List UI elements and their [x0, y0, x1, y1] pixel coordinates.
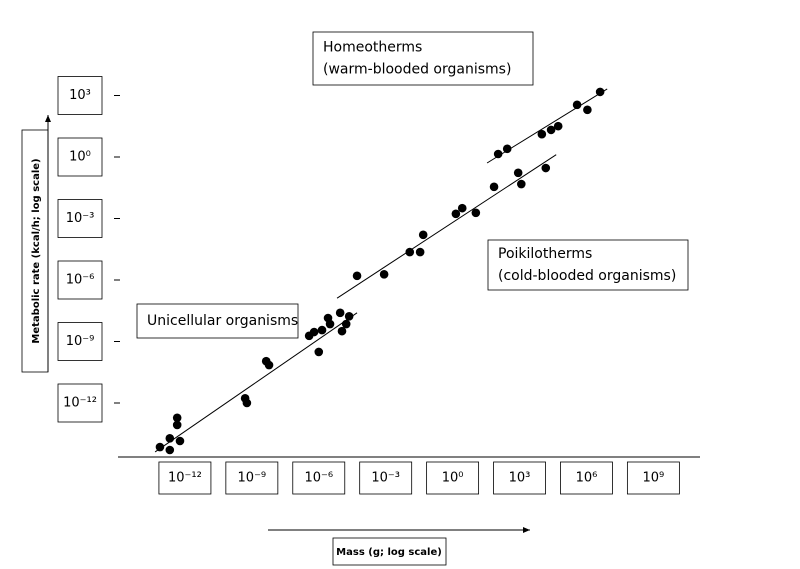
- x-tick-label: 10⁻⁶: [304, 471, 333, 486]
- data-point: [335, 308, 345, 318]
- y-axis-title: Metabolic rate (kcal/h; log scale): [31, 158, 42, 343]
- annotation-text: (warm-blooded organisms): [323, 62, 511, 78]
- data-point: [309, 327, 319, 337]
- annotation-text: Unicellular organisms: [147, 313, 298, 329]
- y-tick-box: [57, 137, 103, 177]
- y-tick-box: [57, 260, 103, 300]
- data-point: [314, 347, 324, 357]
- y-label-box: [21, 129, 49, 373]
- x-tick-box: [560, 461, 613, 495]
- data-point: [457, 203, 467, 213]
- data-point: [595, 87, 605, 97]
- data-point: [541, 163, 551, 173]
- data-point: [341, 319, 351, 329]
- data-point: [325, 319, 335, 329]
- data-point: [264, 360, 274, 370]
- x-tick-box: [292, 461, 346, 495]
- data-point: [415, 247, 425, 257]
- x-tick-box: [426, 461, 480, 495]
- data-point: [451, 209, 461, 219]
- data-point: [502, 144, 512, 154]
- annotation-text: Poikilotherms: [498, 246, 592, 262]
- x-axis-title: Mass (g; log scale): [336, 547, 442, 558]
- y-tick-label: 10⁻⁹: [66, 334, 95, 349]
- data-point: [418, 230, 428, 240]
- y-tick-box: [57, 383, 103, 423]
- x-tick-label: 10⁰: [442, 471, 464, 486]
- data-point: [513, 168, 523, 178]
- data-point: [553, 121, 563, 131]
- data-point: [317, 325, 327, 335]
- annotation-text: Homeotherms: [323, 40, 422, 56]
- x-label-box: [332, 537, 447, 566]
- data-point: [405, 247, 415, 257]
- annotation-box: [136, 303, 299, 339]
- y-tick-label: 10⁻⁶: [66, 273, 95, 288]
- data-point: [546, 125, 556, 135]
- data-point: [175, 436, 185, 446]
- x-tick-box: [493, 461, 546, 495]
- data-point: [537, 129, 547, 139]
- data-point: [517, 179, 526, 189]
- data-point: [165, 445, 175, 455]
- trend-line: [154, 312, 358, 453]
- data-point: [172, 420, 182, 430]
- x-tick-box: [225, 461, 279, 495]
- x-tick-box: [359, 461, 413, 495]
- data-point: [165, 433, 175, 443]
- x-tick-label: 10⁹: [643, 471, 665, 486]
- data-point: [155, 442, 165, 452]
- y-tick-box: [57, 76, 103, 115]
- data-point: [471, 208, 481, 218]
- x-tick-label: 10⁶: [576, 471, 598, 486]
- data-point: [583, 105, 592, 115]
- data-point: [489, 182, 499, 192]
- data-point: [379, 269, 389, 279]
- x-tick-label: 10⁻¹²: [168, 471, 202, 486]
- y-tick-label: 10⁰: [69, 150, 91, 165]
- trend-line: [336, 154, 557, 299]
- x-tick-box: [626, 461, 680, 495]
- x-tick-label: 10³: [509, 471, 531, 486]
- y-tick-label: 10⁻³: [66, 211, 95, 226]
- data-point: [172, 413, 182, 423]
- y-tick-box: [57, 322, 103, 361]
- annotation-text: (cold-blooded organisms): [498, 268, 676, 284]
- annotation-box: [312, 31, 534, 86]
- data-point: [337, 326, 347, 336]
- x-tick-label: 10⁻³: [371, 471, 400, 486]
- y-tick-label: 10⁻¹²: [63, 396, 97, 411]
- data-point: [352, 271, 362, 281]
- annotation-box: [487, 239, 689, 291]
- x-tick-label: 10⁻⁹: [238, 471, 267, 486]
- x-tick-box: [158, 461, 212, 495]
- y-tick-box: [57, 199, 103, 238]
- data-point: [572, 100, 582, 110]
- data-point: [344, 311, 354, 321]
- data-point: [493, 149, 503, 159]
- y-tick-label: 10³: [69, 88, 91, 103]
- data-point: [242, 398, 252, 408]
